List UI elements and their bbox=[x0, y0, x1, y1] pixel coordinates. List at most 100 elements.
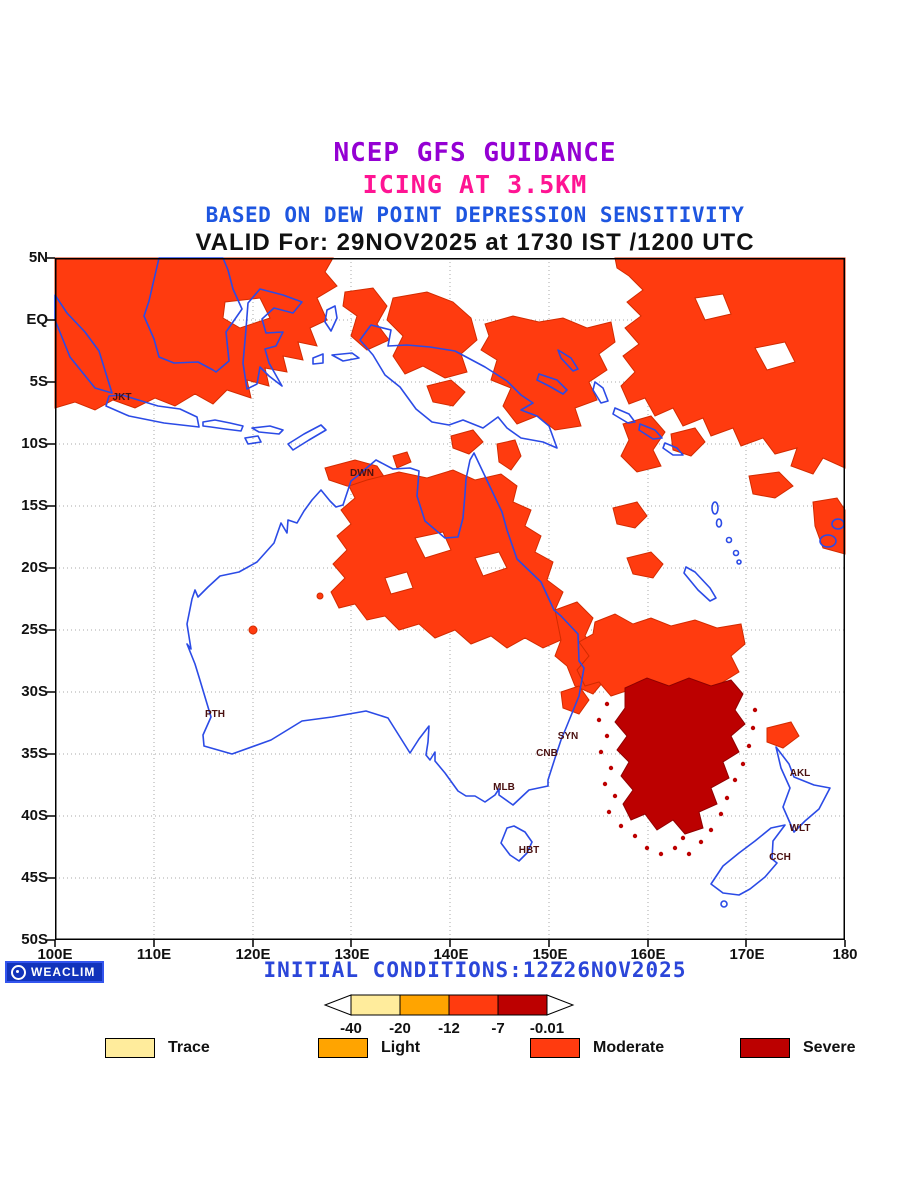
colorbar-svg: -40 -20 -12 -7 -0.01 bbox=[323, 994, 575, 1037]
city-label: CCH bbox=[769, 852, 791, 863]
lon-label: 160E bbox=[630, 946, 666, 963]
weaclim-logo-text: WEACLIM bbox=[31, 965, 96, 979]
moderate-region bbox=[496, 439, 522, 471]
legend-label-light: Light bbox=[381, 1039, 421, 1056]
legend-item-trace: Trace bbox=[105, 1038, 210, 1058]
australia-coastline bbox=[186, 452, 585, 806]
legend-label-trace: Trace bbox=[168, 1039, 210, 1056]
bougainville-coastline bbox=[592, 381, 609, 404]
colorbar-segment-light bbox=[399, 994, 450, 1016]
moderate-region bbox=[670, 427, 706, 457]
severe-region bbox=[614, 677, 746, 835]
lon-label: 170E bbox=[729, 946, 765, 963]
lat-label: 5S bbox=[29, 373, 48, 390]
city-labels: JKT DWN PTH SYN CNB MLB HBT AKL WLT CCH bbox=[113, 392, 811, 863]
city-label: JKT bbox=[113, 392, 132, 403]
seram-coastline bbox=[331, 352, 360, 362]
severe-swatch bbox=[740, 1038, 790, 1058]
moderate-region bbox=[626, 551, 664, 579]
colorbar-tick-label: -20 bbox=[389, 1020, 411, 1037]
colorbar-left-arrow bbox=[323, 994, 352, 1016]
colorbar-segment-trace bbox=[350, 994, 401, 1016]
legend-item-moderate: Moderate bbox=[530, 1038, 664, 1058]
sumatra-coastline bbox=[54, 294, 113, 394]
nz-north-island-coastline bbox=[775, 746, 831, 833]
lon-label: 130E bbox=[334, 946, 370, 963]
moderate-region bbox=[426, 379, 466, 407]
lon-label: 120E bbox=[235, 946, 271, 963]
colorbar-tick-label: -0.01 bbox=[530, 1020, 564, 1037]
sumba-coastline bbox=[244, 435, 262, 445]
legend-label-moderate: Moderate bbox=[593, 1039, 665, 1056]
lat-label: 50S bbox=[21, 931, 48, 948]
city-label: MLB bbox=[493, 782, 515, 793]
lon-label: 110E bbox=[136, 946, 172, 963]
new-caledonia-coastline bbox=[683, 566, 717, 602]
moderate-spot bbox=[248, 625, 258, 635]
nz-south-island-coastline bbox=[710, 824, 786, 896]
colorbar-segment-severe bbox=[497, 994, 548, 1016]
vanuatu-island bbox=[736, 559, 742, 565]
lon-label: 140E bbox=[433, 946, 469, 963]
moderate-region bbox=[330, 469, 570, 649]
vanuatu-island bbox=[711, 501, 719, 515]
java-coastline bbox=[105, 394, 200, 428]
trace-swatch bbox=[105, 1038, 155, 1058]
new-guinea-coastline bbox=[359, 324, 558, 449]
halmahera-coastline bbox=[324, 305, 338, 332]
moderate-swatch bbox=[530, 1038, 580, 1058]
solomon-coastline bbox=[662, 442, 684, 456]
moderate-region bbox=[54, 257, 338, 411]
legend-item-severe: Severe bbox=[740, 1038, 856, 1058]
city-label: WLT bbox=[790, 823, 811, 834]
moderate-region bbox=[480, 315, 616, 431]
moderate-spot bbox=[316, 592, 324, 600]
lat-label: 30S bbox=[21, 683, 48, 700]
lon-label: 180 bbox=[832, 946, 858, 963]
moderate-region bbox=[612, 501, 648, 529]
legend-label-severe: Severe bbox=[803, 1039, 856, 1056]
moderate-region bbox=[766, 721, 800, 749]
lat-label: 5N bbox=[28, 249, 48, 266]
axis-ticks bbox=[47, 257, 846, 947]
title-method: BASED ON DEW POINT DEPRESSION SENSITIVIT… bbox=[205, 203, 745, 227]
severe-speckles bbox=[596, 701, 758, 857]
legend-item-light: Light bbox=[318, 1038, 420, 1058]
map-svg: JKT DWN PTH SYN CNB MLB HBT AKL WLT CCH bbox=[47, 257, 846, 947]
moderate-region bbox=[386, 291, 478, 379]
lon-label: 150E bbox=[532, 946, 568, 963]
light-swatch bbox=[318, 1038, 368, 1058]
weaclim-logo-icon bbox=[11, 964, 26, 980]
solomon-coastline bbox=[638, 423, 663, 440]
lat-label: 35S bbox=[21, 745, 48, 762]
moderate-region bbox=[812, 497, 846, 555]
weaclim-logo[interactable]: WEACLIM bbox=[5, 961, 105, 983]
lat-label: 15S bbox=[21, 497, 48, 514]
flores-coastline bbox=[251, 425, 284, 435]
icing-severe-layer bbox=[596, 677, 758, 857]
city-label: HBT bbox=[519, 845, 540, 856]
tasmania-coastline bbox=[500, 825, 533, 862]
lat-label: 10S bbox=[21, 435, 48, 452]
lat-label: EQ bbox=[26, 311, 48, 328]
moderate-region bbox=[614, 257, 846, 475]
timor-coastline bbox=[287, 424, 327, 451]
title-product: ICING AT 3.5KM bbox=[362, 170, 588, 199]
new-britain-coastline bbox=[536, 373, 568, 395]
city-label: DWN bbox=[350, 468, 374, 479]
new-ireland-coastline bbox=[557, 349, 579, 372]
vanuatu-island bbox=[732, 549, 740, 557]
map-frame: JKT DWN PTH SYN CNB MLB HBT AKL WLT CCH bbox=[47, 257, 846, 947]
title-valid-time: VALID For: 29NOV2025 at 1730 IST /1200 U… bbox=[195, 229, 755, 256]
moderate-region bbox=[342, 287, 390, 351]
vanuatu-island bbox=[715, 518, 723, 528]
lat-label: 45S bbox=[21, 869, 48, 886]
fiji-island bbox=[819, 534, 837, 548]
moderate-region bbox=[560, 685, 590, 715]
coastlines bbox=[54, 257, 845, 908]
colorbar-segment-moderate bbox=[448, 994, 499, 1016]
sulawesi-coastline bbox=[242, 288, 303, 390]
lat-label: 25S bbox=[21, 621, 48, 638]
lat-label: 40S bbox=[21, 807, 48, 824]
